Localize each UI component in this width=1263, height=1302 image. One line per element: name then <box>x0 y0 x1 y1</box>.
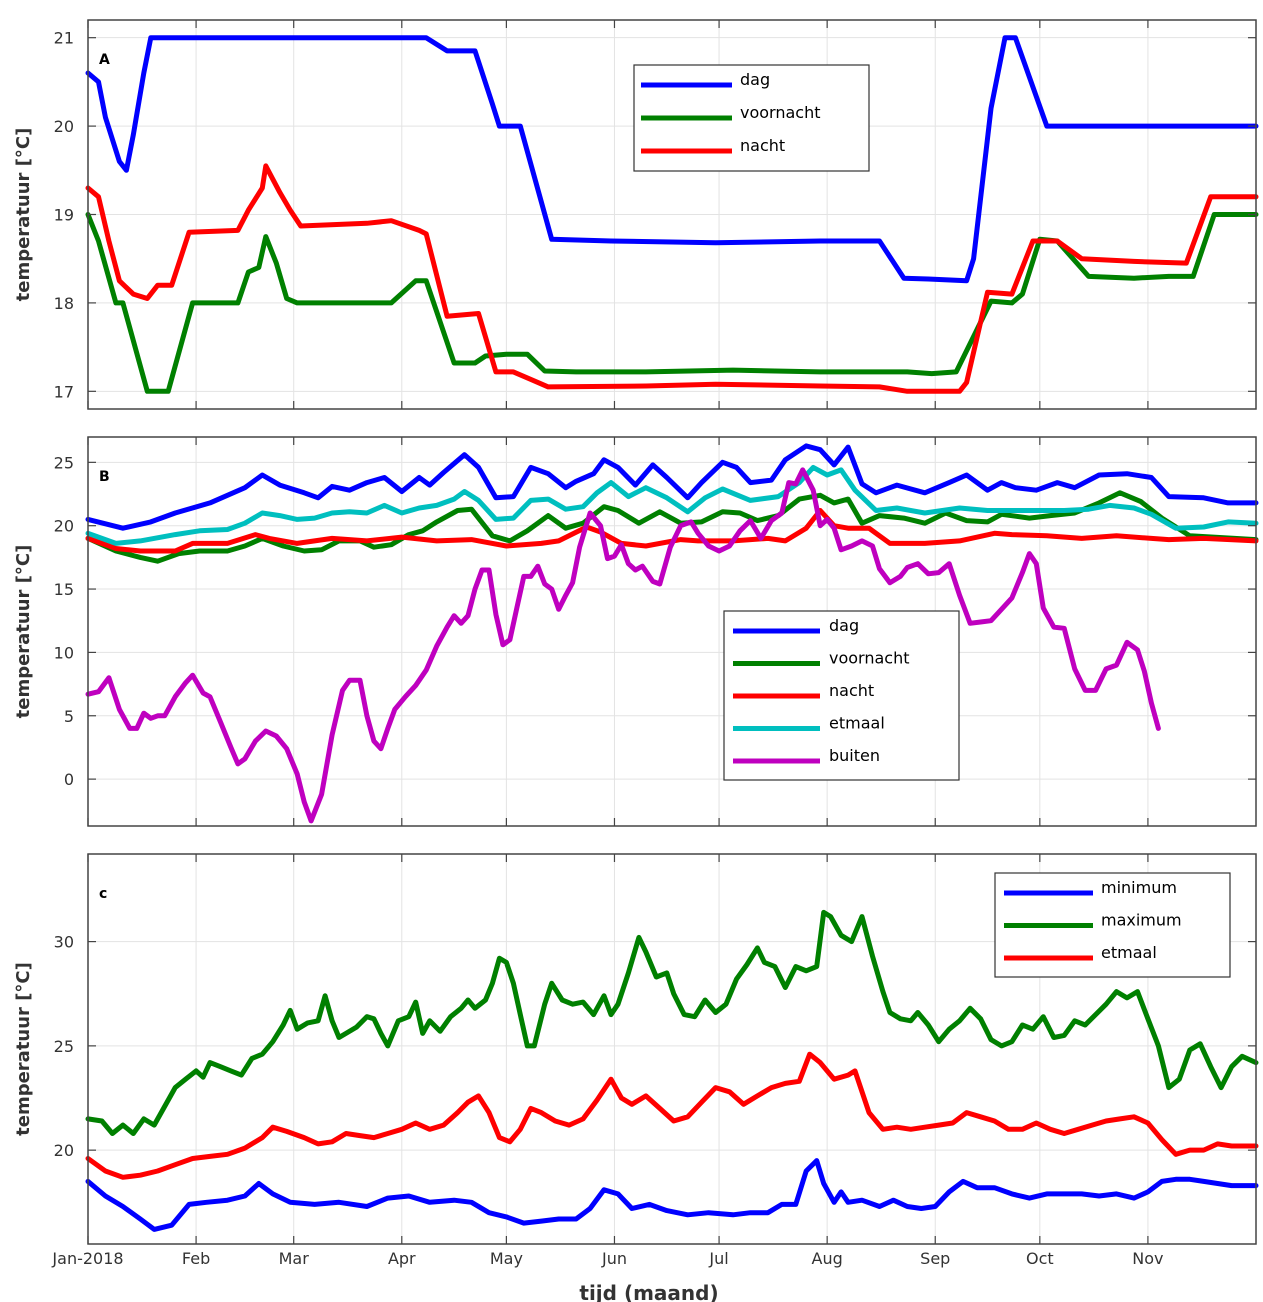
ticks: 0 5 10 15 20 25 <box>54 437 1256 826</box>
series-line-buiten <box>85 467 1161 824</box>
y-tick-label: 21 <box>54 29 74 48</box>
y-tick-label: 20 <box>54 517 74 536</box>
ticks: 17 18 19 20 21 <box>54 20 1256 409</box>
legend-label-maximum: maximum <box>1101 911 1182 930</box>
x-tick-label: Mar <box>279 1249 310 1268</box>
x-tick-label: Sep <box>920 1249 950 1268</box>
y-tick-label: 20 <box>54 1141 74 1160</box>
x-tick-label: Apr <box>388 1249 416 1268</box>
y-tick-label: 10 <box>54 643 74 662</box>
grid <box>87 437 1256 826</box>
x-tick-label: Feb <box>182 1249 210 1268</box>
x-axis-label: tijd (maand) <box>579 1281 718 1302</box>
ticks: 20 25 30 Jan-2018 Feb Mar Apr May Jun Jul Aug Sep Oc… <box>51 854 1256 1268</box>
legend-label-buiten: buiten <box>829 746 880 765</box>
y-axis-label: temperatuur [°C] <box>13 545 34 719</box>
legend-label-etmaal: etmaal <box>1101 943 1157 962</box>
y-tick-label: 30 <box>54 933 74 952</box>
legend-label-minimum: minimum <box>1101 878 1177 897</box>
legend-label-voornacht: voornacht <box>829 649 910 668</box>
y-tick-label: 25 <box>54 1037 74 1056</box>
series-line-etmaal <box>85 464 1259 546</box>
legend-label-dag: dag <box>829 616 859 635</box>
legend: minimum maximum etmaal <box>994 872 1231 978</box>
series-line-minimum <box>85 1158 1259 1232</box>
x-tick-label: Jul <box>708 1249 728 1268</box>
y-tick-label: 20 <box>54 117 74 136</box>
legend-label-dag: dag <box>740 70 770 89</box>
legend-label-nacht: nacht <box>740 136 785 155</box>
x-tick-label: Nov <box>1132 1249 1163 1268</box>
panel-label: A <box>99 52 110 68</box>
legend-label-voornacht: voornacht <box>740 103 821 122</box>
x-tick-label: Jan-2018 <box>51 1249 123 1268</box>
panel-label: c <box>99 886 107 902</box>
legend: dag voornacht nacht etmaal buiten <box>723 610 960 781</box>
y-tick-label: 5 <box>64 707 74 726</box>
series-line-voornacht <box>85 490 1259 564</box>
axes-frame <box>87 436 1257 827</box>
panel-label: B <box>99 469 110 485</box>
series-line-dag <box>85 443 1259 531</box>
legend-label-etmaal: etmaal <box>829 714 885 733</box>
x-tick-label: May <box>490 1249 523 1268</box>
series-group <box>85 909 1259 1232</box>
x-tick-label: Oct <box>1026 1249 1054 1268</box>
series-group <box>85 443 1259 824</box>
y-tick-label: 17 <box>54 382 74 401</box>
x-tick-label: Jun <box>601 1249 627 1268</box>
y-tick-label: 19 <box>54 206 74 225</box>
x-tick-label: Aug <box>812 1249 843 1268</box>
chart-panel-3: 20 25 30 Jan-2018 Feb Mar Apr May Jun Jul Aug Sep Oc… <box>13 853 1259 1268</box>
axes-frame <box>87 853 1257 1245</box>
series-line-nacht <box>85 508 1259 554</box>
legend: dag voornacht nacht <box>633 64 870 172</box>
plot-area <box>88 437 1256 826</box>
y-axis-label: temperatuur [°C] <box>13 962 34 1136</box>
y-tick-label: 25 <box>54 453 74 472</box>
series-line-dag <box>85 35 1259 284</box>
series-line-maximum <box>85 909 1259 1136</box>
series-group <box>85 35 1259 394</box>
series-line-nacht <box>85 163 1259 394</box>
y-tick-label: 18 <box>54 294 74 313</box>
series-line-etmaal <box>85 1051 1259 1180</box>
y-axis-label: temperatuur [°C] <box>13 128 34 302</box>
y-tick-label: 15 <box>54 580 74 599</box>
legend-label-nacht: nacht <box>829 681 874 700</box>
y-tick-label: 0 <box>64 770 74 789</box>
